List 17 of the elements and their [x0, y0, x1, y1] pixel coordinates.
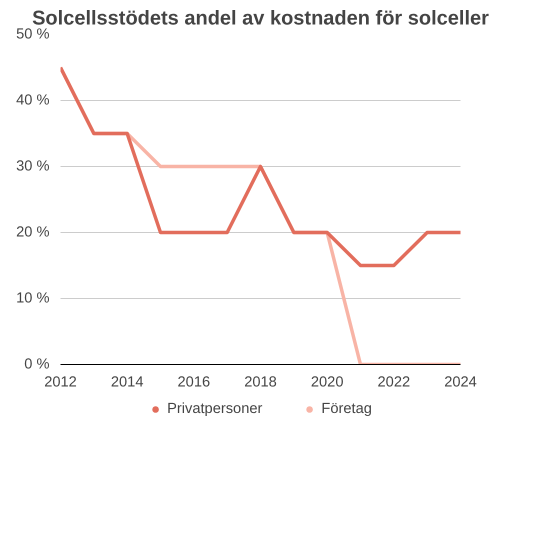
line-series — [60, 66, 460, 268]
x-tick-label: 2022 — [378, 374, 410, 390]
y-tick-label: 40 % — [16, 92, 50, 108]
x-tick-label: 2012 — [44, 374, 77, 390]
y-tick-label: 0 % — [24, 356, 50, 372]
x-tick-label: 2014 — [110, 374, 144, 390]
chart-title: Solcellsstödets andel av kostnaden för solceller — [32, 8, 490, 30]
x-tick-label: 2016 — [178, 374, 210, 390]
legend-label: Privatpersoner — [167, 401, 262, 417]
y-tick-label: 50 % — [16, 26, 50, 42]
y-tick-label: 10 % — [16, 290, 50, 306]
x-tick-label: 2018 — [244, 374, 277, 390]
legend-label: Företag — [321, 401, 372, 417]
x-tick-label: 2020 — [310, 374, 344, 390]
x-tick-label: 2024 — [444, 374, 477, 390]
y-tick-label: 20 % — [16, 224, 50, 240]
y-tick-label: 30 % — [16, 158, 50, 174]
